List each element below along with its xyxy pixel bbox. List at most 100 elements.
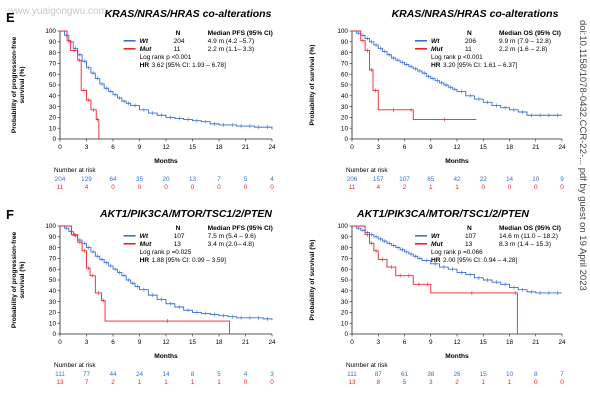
legend-n: 204 (174, 38, 185, 45)
risk-wt-value: 8 (191, 371, 195, 378)
x-tick-label: 21 (532, 144, 540, 151)
side-watermark: doi:10.1158/1078-0432.CCR-22-... pdf by … (577, 20, 588, 291)
x-tick-label: 6 (111, 339, 115, 346)
y-tick-label: 70 (49, 256, 57, 263)
y-tick-label: 60 (341, 71, 349, 78)
y-tick-label: 100 (337, 223, 348, 230)
x-tick-label: 15 (480, 339, 488, 346)
risk-wt-value: 8 (534, 371, 538, 378)
legend-name: Wt (140, 38, 149, 45)
risk-wt-value: 35 (136, 176, 144, 183)
risk-wt-value: 22 (480, 176, 488, 183)
legend-n: 206 (465, 38, 476, 45)
km-panel-3: F AKT1/PIK3CA/MTOR/TSC1/2/PTEN01020304050… (6, 207, 276, 386)
risk-wt-value: 9 (560, 176, 564, 183)
legend-header-median: Median OS (95% CI) (499, 30, 561, 37)
risk-mut-value: 0 (244, 379, 248, 386)
y-tick-label: 100 (45, 28, 56, 35)
x-tick-label: 15 (189, 144, 197, 151)
y-tick-label: 50 (49, 82, 57, 89)
top-watermark: www.yuaigongwu.com (7, 6, 107, 17)
panel-letter: F (6, 207, 14, 222)
risk-mut-value: 13 (56, 379, 64, 386)
y-tick-label: 50 (49, 277, 57, 284)
y-tick-label: 0 (52, 331, 56, 338)
x-tick-label: 18 (215, 144, 223, 151)
risk-wt-value: 111 (55, 371, 65, 378)
risk-wt-value: 5 (244, 176, 248, 183)
y-tick-label: 70 (341, 256, 349, 263)
risk-table-title: Number at risk (54, 362, 96, 369)
y-axis-label: survival (%) (19, 66, 26, 103)
risk-mut-value: 2 (111, 379, 115, 386)
hr-label: HR (431, 257, 441, 264)
risk-mut-value: 3 (429, 379, 433, 386)
risk-wt-value: 157 (373, 176, 384, 183)
risk-mut-value: 0 (244, 184, 248, 191)
y-tick-label: 30 (49, 299, 57, 306)
x-tick-label: 12 (162, 339, 170, 346)
y-axis-label: Probability of progression-free (11, 36, 18, 133)
risk-mut-value: 0 (138, 184, 142, 191)
x-tick-label: 15 (480, 144, 488, 151)
legend-header-n: N (176, 30, 181, 37)
x-tick-label: 12 (162, 144, 170, 151)
y-tick-label: 80 (341, 245, 349, 252)
risk-wt-value: 64 (109, 176, 117, 183)
legend-median: 2.2 m (1.1– 3.3) (208, 46, 255, 53)
chart-title: AKT1/PIK3CA/MTOR/TSC1/2/PTEN (99, 208, 272, 220)
risk-mut-value: 11 (57, 184, 64, 191)
risk-wt-value: 13 (189, 176, 197, 183)
chart-title: KRAS/NRAS/HRAS co-alterations (392, 8, 559, 20)
x-tick-label: 6 (403, 144, 407, 151)
risk-wt-value: 42 (453, 176, 461, 183)
x-tick-label: 3 (376, 144, 380, 151)
y-tick-label: 10 (49, 125, 57, 132)
risk-mut-value: 0 (217, 184, 221, 191)
y-tick-label: 60 (49, 71, 57, 78)
risk-mut-value: 11 (349, 184, 356, 191)
risk-mut-value: 1 (508, 379, 512, 386)
risk-mut-value: 0 (191, 184, 195, 191)
risk-mut-value: 13 (348, 379, 356, 386)
risk-mut-value: 0 (164, 184, 168, 191)
y-tick-label: 30 (341, 299, 349, 306)
x-tick-label: 24 (558, 339, 566, 346)
x-axis-label: Months (445, 353, 469, 360)
risk-wt-value: 65 (427, 176, 435, 183)
y-tick-label: 40 (49, 288, 57, 295)
chart-title: KRAS/NRAS/HRAS co-alterations (105, 8, 272, 20)
y-tick-label: 80 (49, 245, 57, 252)
risk-wt-value: 206 (347, 176, 358, 183)
risk-wt-value: 107 (399, 176, 410, 183)
y-tick-label: 60 (49, 266, 57, 273)
hr-label: HR (140, 257, 150, 264)
legend-header-median: Median PFS (95% CI) (208, 225, 273, 232)
hr-text: 1.88 [95% CI: 0.99 – 3.59] (152, 257, 226, 264)
legend-header-n: N (467, 225, 472, 232)
y-tick-label: 90 (341, 234, 349, 241)
legend-median: 3.4 m (2.0– 4.8) (208, 241, 255, 248)
y-axis-label: survival (%) (19, 261, 26, 298)
km-curve-mut (352, 30, 477, 121)
x-tick-label: 18 (215, 339, 223, 346)
risk-wt-value: 77 (83, 371, 91, 378)
risk-table-title: Number at risk (54, 167, 96, 174)
risk-wt-value: 7 (217, 176, 221, 183)
risk-mut-value: 0 (508, 184, 512, 191)
risk-mut-value: 2 (403, 184, 407, 191)
logrank-text: Log rank p =0.025 (140, 249, 192, 256)
legend-median: 9.9 m (7.9 – 12.8) (499, 38, 551, 45)
risk-wt-value: 26 (453, 371, 461, 378)
risk-mut-value: 0 (534, 184, 538, 191)
risk-wt-value: 87 (375, 371, 383, 378)
risk-wt-value: 4 (270, 176, 274, 183)
y-tick-label: 70 (49, 61, 57, 68)
y-axis-label: Probability of survival (%) (309, 240, 316, 321)
legend-median: 4.9 m (4.2 –5.7) (208, 38, 255, 45)
legend-header-n: N (467, 30, 472, 37)
y-tick-label: 0 (344, 331, 348, 338)
x-tick-label: 6 (111, 144, 115, 151)
y-tick-label: 60 (341, 266, 349, 273)
